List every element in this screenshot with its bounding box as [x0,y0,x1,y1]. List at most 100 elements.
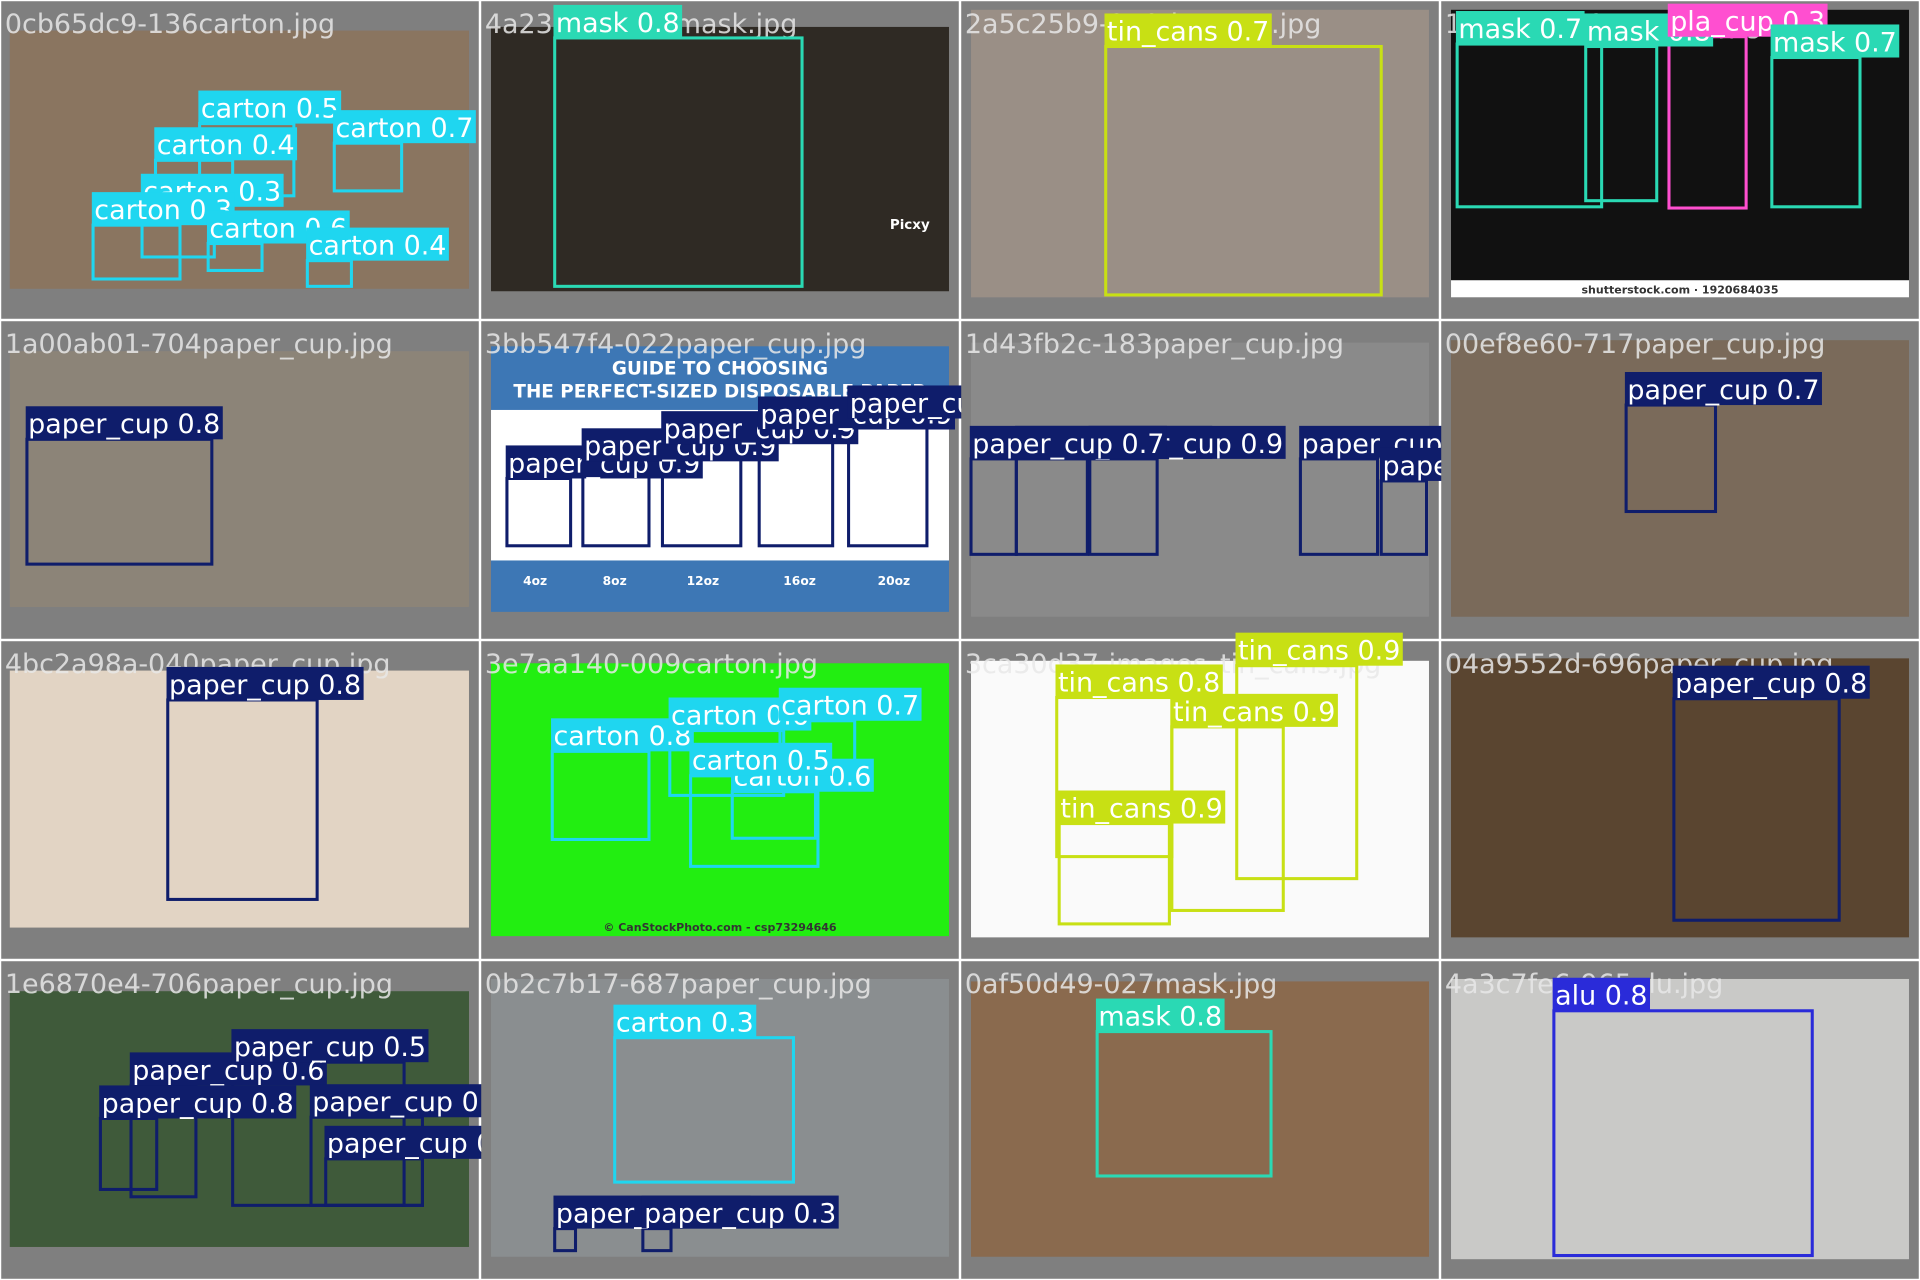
tile: 1a00ab01-704paper_cup.jpg paper_cup 0.8 [1,321,479,639]
detection-label: tin_cans 0.9 [1060,793,1222,824]
label-background [1055,664,1223,698]
detection-label: carton 0.7 [781,691,919,722]
photo-caption: 20oz [878,574,911,588]
tile: 2a5c25b9-310tin_cans.jpgtin_cans 0.7 [961,1,1439,319]
label-background [1624,372,1822,406]
file-name: 1a00ab01-704paper_cup.jpg [5,329,393,360]
tile: 4a3c7fe6-965alu.jpgalu 0.8 [1441,961,1919,1279]
file-name: 0cb65dc9-136carton.jpg [5,9,335,40]
photo-caption: © CanStockPhoto.com - csp73294646 [603,921,837,934]
tile: © CanStockPhoto.com - csp73294646 3e7aa14… [481,641,959,959]
detection-label: carton 0.4 [309,231,447,262]
label-background [1057,790,1226,824]
label-background [333,110,476,144]
file-name: 0af50d49-027mask.jpg [965,969,1277,1000]
label-background [309,1084,507,1118]
label-background [306,227,449,261]
detection-label: paper_cup 0.8 [169,670,361,701]
detection-label: paper_cup 0.3 [644,1198,836,1229]
detection-label: paper_cup 0.8 [1675,669,1867,700]
detection-label: mask 0.8 [1098,1001,1222,1032]
photo [491,26,949,292]
photo [971,9,1429,298]
tile: shutterstock.com · 19206840351c6e2a84-31… [1441,1,1919,319]
detection-label: tin_cans 0.7 [1107,16,1269,47]
detection-label: carton 0.5 [201,93,339,124]
tile: 3ca30d37-images_tin_cans.jpgtin_cans 0.9… [961,632,1439,959]
file-name: 0b2c7b17-687paper_cup.jpg [485,969,872,1000]
photo [9,670,469,928]
photo-caption: shutterstock.com · 1920684035 [1582,284,1779,297]
detection-label: paper_cup 0.7 [1627,375,1819,406]
detection-label: carton 0.7 [336,113,474,144]
bounding-box [641,1227,673,1253]
photo [1451,978,1909,1260]
label-background [1770,24,1900,58]
label-background [1455,11,1585,45]
detection-label: tin_cans 0.8 [1058,667,1220,698]
detection-label: tin_cans 0.9 [1173,697,1335,728]
label-background [613,1004,757,1038]
detection-label: paper_cup 0.5 [234,1032,426,1063]
label-background [553,4,683,38]
label-background [166,666,364,700]
photo-caption: Picxy [890,218,930,233]
photo-caption: GUIDE TO CHOOSING [612,358,828,379]
detection-label: alu 0.8 [1555,981,1647,1012]
label-background [641,1195,839,1229]
label-background [231,1029,429,1063]
label-background [25,406,223,440]
detection-label: carton 0.5 [692,746,830,777]
label-background [198,90,342,124]
bounding-box [553,1227,578,1253]
label-background [778,687,922,721]
detection-label: mask 0.7 [1458,14,1582,45]
detection-label: mask 0.8 [556,8,680,39]
photo-caption: 16oz [783,574,816,588]
photo-caption: 8oz [603,574,627,588]
file-name: 1e6870e4-706paper_cup.jpg [5,969,393,1000]
label-background [1235,632,1403,666]
photo-region [1451,280,1909,298]
photo [1451,658,1909,938]
label-background [1672,665,1870,699]
detection-label: paper_cup 0.8 [28,409,220,440]
detection-label: tin_cans 0.9 [1238,636,1400,667]
label-background [1170,693,1338,727]
detection-label: carton 0.4 [157,130,295,161]
label-background [969,425,1167,459]
detection-label: carton 0.3 [616,1008,754,1039]
label-background [1104,13,1272,47]
label-background [99,1085,297,1119]
file-name: 3bb547f4-022paper_cup.jpg [485,329,866,360]
detection-label: paper_cup 0.8 [102,1088,294,1119]
label-background [1095,998,1225,1032]
photo [9,351,469,607]
detection-label: mask 0.7 [1773,27,1897,58]
label-background [689,742,833,776]
photo-caption: 4oz [523,574,547,588]
detection-label: paper_cup 0.9 [312,1087,504,1118]
file-name: 00ef8e60-717paper_cup.jpg [1445,329,1825,360]
bounding-box [1095,1030,1273,1178]
photo [971,342,1429,617]
label-background [154,127,298,161]
bounding-box [1552,1009,1814,1258]
label-background [1552,977,1651,1011]
photo-caption: 12oz [687,574,720,588]
detection-label: paper_cup 0.7 [972,429,1164,460]
detection-label: carton 0.8 [553,721,691,752]
file-name: 3e7aa140-009carton.jpg [485,649,818,680]
tile: 00ef8e60-717paper_cup.jpg paper_cup 0.7 [1441,321,1919,639]
file-name: 1d43fb2c-183paper_cup.jpg [965,329,1344,360]
